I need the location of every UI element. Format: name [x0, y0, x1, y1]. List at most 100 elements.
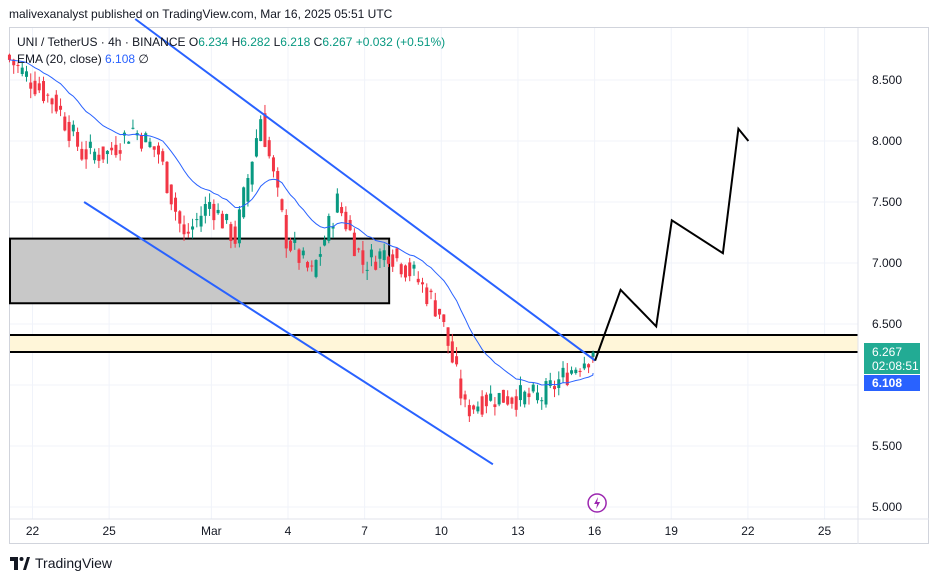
candles [7, 53, 595, 422]
candle-body [263, 113, 267, 147]
candle-body [246, 178, 250, 202]
candle-body [118, 150, 122, 154]
low-value: 6.218 [280, 35, 311, 49]
candle-body [250, 161, 254, 185]
ema-value: 6.108 [105, 52, 136, 66]
y-tick-label: 5.500 [872, 439, 902, 453]
high-label: H [231, 35, 241, 49]
candle-body [412, 264, 416, 269]
candle-body [131, 127, 135, 129]
candle-body [374, 261, 378, 270]
close-value: 6.267 [322, 35, 353, 49]
candle-body [455, 356, 459, 365]
ema-20-line [9, 59, 594, 386]
candle-body [497, 393, 501, 405]
candle-body [88, 141, 92, 148]
candle-body [267, 140, 271, 157]
candle-body [37, 83, 41, 91]
x-tick-label: Mar [201, 524, 222, 538]
candle-body [540, 400, 544, 402]
open-label: O [188, 35, 199, 49]
candle-body [446, 327, 450, 346]
candle-body [535, 392, 539, 401]
candle-body [484, 394, 488, 407]
x-tick-label: 19 [665, 524, 679, 538]
candle-body [242, 187, 246, 218]
candle-body [301, 250, 305, 256]
candle-body [33, 80, 37, 95]
candle-body [174, 197, 178, 212]
candle-body [557, 379, 561, 388]
candle-body [93, 151, 97, 161]
last-price-tag: 6.267 02:08:51 [864, 343, 920, 374]
candle-body [148, 141, 152, 148]
candle-body [67, 121, 71, 141]
x-tick-label: 16 [588, 524, 602, 538]
lightning-icon [594, 497, 601, 509]
candle-body [433, 300, 437, 317]
ema-label[interactable]: EMA (20, close) [17, 52, 102, 66]
tradingview-logo-icon [10, 556, 30, 570]
y-tick-label: 5.000 [872, 500, 902, 514]
y-tick-label: 8.000 [872, 134, 902, 148]
candle-body [105, 150, 109, 155]
published-by-line: malivexanalyst published on TradingView.… [9, 7, 393, 21]
candle-body [259, 119, 263, 141]
candle-body [544, 381, 548, 405]
candle-body [127, 141, 131, 144]
candle-body [323, 239, 327, 246]
candle-body [489, 393, 493, 401]
channel-upper-line [134, 18, 596, 362]
candle-body [20, 67, 24, 74]
symbol-name[interactable]: UNI / TetherUS · 4h · BINANCE [17, 35, 186, 49]
candle-body [12, 59, 16, 66]
ema-legend[interactable]: EMA (20, close) 6.108 ∅ [17, 52, 149, 66]
candle-body [80, 148, 84, 160]
candle-body [293, 239, 297, 243]
candle-body [203, 204, 207, 216]
candle-body [506, 396, 510, 405]
candle-body [467, 405, 471, 417]
y-tick-label: 8.500 [872, 73, 902, 87]
tradingview-brand: TradingView [35, 555, 113, 571]
candle-body [553, 386, 557, 390]
candle-body [352, 232, 356, 257]
candle-body [378, 251, 382, 259]
candle-body [369, 249, 373, 258]
candle-body [582, 363, 586, 369]
candle-body [561, 367, 565, 378]
x-tick-label: 25 [102, 524, 116, 538]
candle-body [429, 290, 433, 293]
candle-body [395, 248, 399, 259]
close-label: C [313, 35, 323, 49]
candle-body [331, 226, 335, 229]
candle-body [178, 211, 182, 224]
channel-lower-line [83, 201, 494, 466]
candle-body [271, 157, 275, 172]
candle-body [314, 260, 318, 277]
candle-body [208, 201, 212, 209]
candle-body [156, 145, 160, 155]
tradingview-footer[interactable]: TradingView [10, 554, 112, 572]
candle-body [421, 282, 425, 285]
candle-body [570, 370, 574, 374]
candle-body [63, 116, 67, 131]
candle-body [382, 250, 386, 261]
x-tick-label: 13 [511, 524, 525, 538]
candle-body [254, 138, 258, 157]
candle-body [327, 215, 331, 241]
candle-body [493, 404, 497, 408]
candle-body [514, 396, 518, 410]
candle-body [220, 213, 224, 229]
ema-hidden-icon[interactable]: ∅ [138, 52, 149, 66]
x-tick-label: 22 [741, 524, 755, 538]
candle-body [510, 397, 514, 404]
candle-body [391, 254, 395, 267]
candle-body [152, 146, 156, 150]
symbol-legend[interactable]: UNI / TetherUS · 4h · BINANCE O6.234 H6.… [17, 35, 445, 49]
candle-body [548, 380, 552, 387]
candle-body [71, 124, 75, 132]
candle-body [335, 193, 339, 213]
candle-body [76, 131, 80, 147]
